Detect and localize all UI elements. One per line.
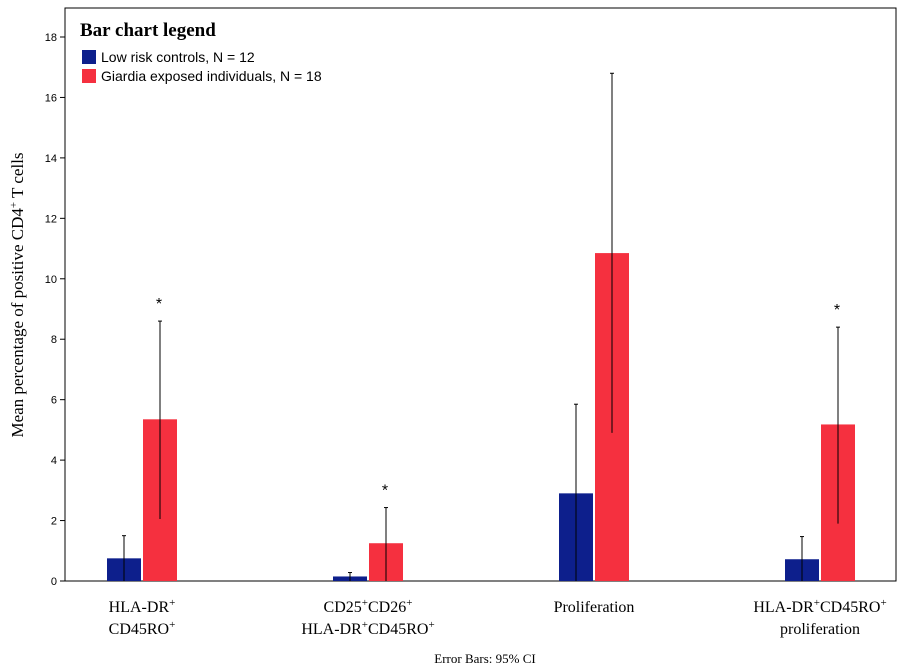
legend-swatch-controls bbox=[82, 50, 96, 64]
y-tick-label: 14 bbox=[45, 153, 57, 165]
label-text: CD45RO bbox=[820, 599, 880, 616]
legend-swatch-giardia bbox=[82, 69, 96, 83]
significance-asterisk: * bbox=[156, 296, 162, 313]
label-superscript: + bbox=[880, 597, 886, 609]
legend-item-label: Giardia exposed individuals, N = 18 bbox=[101, 68, 322, 84]
label-superscript: + bbox=[428, 619, 434, 631]
error-bars-note: Error Bars: 95% CI bbox=[434, 651, 535, 666]
label-text: CD26 bbox=[368, 599, 406, 616]
x-category-label: HLA-DR+CD45RO+ bbox=[753, 597, 886, 616]
significance-asterisk: * bbox=[834, 302, 840, 319]
x-category-label: Proliferation bbox=[554, 599, 635, 616]
x-category-label: HLA-DR+CD45RO+ bbox=[301, 619, 434, 638]
x-axis-tick-labels: HLA-DR+CD45RO+CD25+CD26+HLA-DR+CD45RO+Pr… bbox=[109, 597, 887, 638]
error-bars bbox=[122, 72, 840, 581]
label-text: HLA-DR bbox=[109, 599, 170, 616]
label-superscript: + bbox=[169, 597, 175, 609]
x-category-label: proliferation bbox=[780, 621, 860, 638]
y-tick-label: 4 bbox=[51, 455, 57, 467]
significance-asterisk: * bbox=[382, 483, 388, 500]
label-text: HLA-DR bbox=[753, 599, 814, 616]
label-text: Proliferation bbox=[554, 599, 635, 616]
legend-item-label: Low risk controls, N = 12 bbox=[101, 49, 255, 65]
y-axis-label-part: T cells bbox=[8, 152, 27, 201]
y-axis-label-superscript: + bbox=[8, 202, 20, 208]
y-tick-label: 18 bbox=[45, 32, 57, 44]
label-text: CD45RO bbox=[109, 621, 169, 638]
y-axis-label-part: Mean percentage of positive CD4 bbox=[8, 208, 27, 438]
y-tick-label: 0 bbox=[51, 576, 57, 588]
label-text: CD45RO bbox=[368, 621, 428, 638]
y-tick-label: 2 bbox=[51, 516, 57, 528]
y-tick-label: 8 bbox=[51, 334, 57, 346]
y-tick-label: 10 bbox=[45, 274, 57, 286]
y-tick-label: 16 bbox=[45, 92, 57, 104]
label-text: CD25 bbox=[324, 599, 362, 616]
label-text: proliferation bbox=[780, 621, 860, 638]
y-tick-label: 6 bbox=[51, 395, 57, 407]
y-tick-label: 12 bbox=[45, 213, 57, 225]
legend-title: Bar chart legend bbox=[80, 20, 216, 41]
plot-area-frame bbox=[64, 7, 897, 582]
legend: Bar chart legend Low risk controls, N = … bbox=[80, 20, 322, 84]
y-axis: 0 2 4 6 8 10 12 14 16 18 bbox=[45, 32, 65, 588]
x-category-label: CD25+CD26+ bbox=[324, 597, 413, 616]
x-category-label: HLA-DR+ bbox=[109, 597, 176, 616]
y-axis-label: Mean percentage of positive CD4+ T cells bbox=[8, 152, 27, 437]
label-superscript: + bbox=[169, 619, 175, 631]
label-text: HLA-DR bbox=[301, 621, 362, 638]
label-superscript: + bbox=[406, 597, 412, 609]
label-superscript: + bbox=[362, 597, 368, 609]
label-superscript: + bbox=[814, 597, 820, 609]
label-superscript: + bbox=[362, 619, 368, 631]
significance-markers: * * * bbox=[156, 296, 840, 499]
x-category-label: CD45RO+ bbox=[109, 619, 176, 638]
